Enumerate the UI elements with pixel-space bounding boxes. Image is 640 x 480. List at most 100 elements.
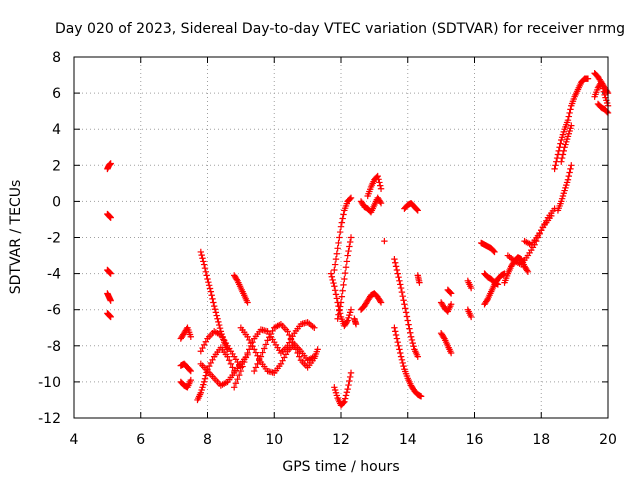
data-point: [396, 277, 403, 285]
y-tick-label: 6: [52, 86, 61, 102]
data-point: [251, 367, 258, 375]
data-point: [407, 329, 414, 336]
data-point: [397, 284, 405, 292]
data-point: [564, 116, 572, 124]
data-point: [331, 287, 339, 294]
data-point: [329, 276, 336, 284]
data-point: [565, 113, 572, 120]
data-point: [210, 299, 217, 306]
data-point: [336, 307, 343, 314]
data-point: [286, 331, 293, 339]
data-point: [396, 346, 403, 353]
x-axis-label: GPS time / hours: [282, 459, 399, 475]
data-point: [400, 362, 407, 370]
data-point: [467, 313, 475, 321]
data-point: [257, 353, 265, 360]
data-point: [340, 211, 347, 218]
data-point: [330, 279, 337, 287]
data-point: [201, 264, 209, 272]
y-tick-label: -10: [38, 375, 61, 391]
data-point: [399, 292, 406, 300]
data-point: [413, 206, 421, 213]
data-point: [107, 297, 114, 304]
data-point: [398, 356, 406, 363]
data-point: [560, 147, 567, 155]
data-point: [241, 358, 248, 366]
data-point: [332, 291, 340, 298]
data-point: [338, 293, 346, 300]
data-point: [568, 162, 575, 169]
data-point: [262, 341, 270, 348]
data-point: [339, 215, 346, 222]
data-point: [376, 179, 383, 186]
x-tick-label: 4: [70, 432, 79, 448]
data-point: [566, 169, 573, 176]
data-point: [339, 287, 346, 294]
data-point: [237, 367, 245, 375]
data-point: [347, 234, 355, 241]
data-point: [346, 238, 354, 246]
data-point: [345, 247, 352, 255]
data-point: [377, 185, 385, 192]
data-point: [336, 228, 344, 236]
data-point: [417, 393, 425, 400]
data-point: [294, 349, 301, 357]
data-point: [211, 306, 219, 313]
data-point: [239, 363, 246, 370]
data-point: [205, 278, 212, 286]
x-tick-label: 8: [203, 432, 212, 448]
data-point: [224, 353, 231, 360]
axis-ticks: 4 6 8 10 12 14 16 18 20 -12 -10 -8 -6 -4 -2 0 2 4 6 8: [38, 50, 617, 448]
data-point: [229, 364, 236, 371]
data-point: [377, 200, 385, 207]
data-point: [345, 381, 352, 389]
data-point: [331, 266, 338, 274]
data-point: [347, 369, 355, 377]
data-point: [404, 317, 411, 324]
data-point: [261, 345, 268, 352]
data-point: [284, 328, 291, 335]
data-point: [296, 353, 303, 360]
data-point: [341, 395, 349, 402]
data-point: [392, 328, 399, 335]
plot-frame: [73, 56, 609, 419]
data-point: [231, 384, 238, 391]
data-point: [212, 309, 220, 316]
data-point: [552, 162, 559, 169]
data-point: [244, 349, 251, 357]
data-point: [405, 321, 412, 328]
data-point: [558, 154, 566, 162]
data-point: [402, 305, 409, 312]
data-point: [311, 324, 318, 331]
data-point: [395, 342, 402, 349]
grid-lines: [74, 57, 608, 418]
data-point: [341, 269, 349, 277]
data-point: [346, 377, 353, 385]
data-point: [494, 281, 502, 288]
data-point: [414, 207, 421, 214]
data-point: [314, 346, 321, 353]
data-point: [259, 349, 266, 356]
data-point: [490, 247, 497, 255]
data-point: [343, 389, 351, 396]
x-tick-label: 18: [532, 432, 550, 448]
data-point: [394, 338, 401, 346]
data-point: [346, 373, 354, 381]
data-point: [225, 357, 233, 364]
data-point: [559, 151, 567, 158]
data-point: [340, 399, 347, 406]
data-point: [335, 311, 342, 318]
data-point: [341, 398, 348, 405]
data-points: [104, 70, 612, 409]
data-point: [336, 303, 344, 310]
x-tick-label: 14: [399, 432, 417, 448]
data-point: [347, 306, 355, 313]
data-point: [410, 343, 417, 350]
data-point: [392, 331, 400, 339]
data-point: [336, 234, 343, 241]
data-point: [377, 198, 384, 206]
data-point: [328, 273, 336, 280]
y-axis-label: SDTVAR / TECUs: [8, 180, 24, 295]
data-point: [333, 295, 341, 302]
